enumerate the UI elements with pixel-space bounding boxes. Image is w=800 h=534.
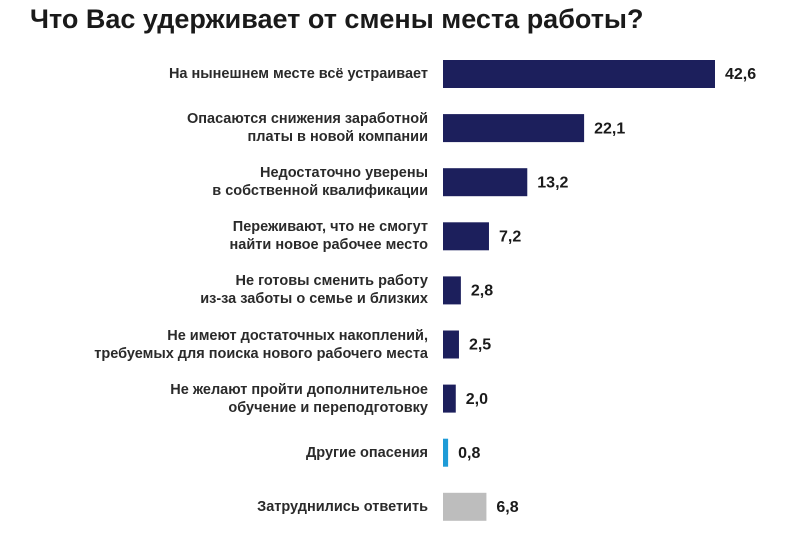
value-label: 2,8 [471,283,493,300]
bar [443,168,528,197]
bar [443,60,715,88]
value-label: 0,8 [458,445,480,462]
category-label: Другие опасения [305,444,428,461]
category-label: Затруднились ответить [257,498,428,515]
bar [443,276,461,305]
category-label: Не желают пройти дополнительное обучение… [170,381,428,416]
bar [443,114,585,143]
bar [443,384,456,413]
value-label: 22,1 [594,120,625,137]
category-label: Недостаточно уверены в собственной квали… [212,165,428,200]
category-label: Опасаются снижения заработной платы в но… [186,111,428,146]
chart-title: Что Вас удерживает от смены места работы… [30,4,644,34]
category-label: Переживают, что не смогут найти новое ра… [229,219,428,254]
category-label: Не готовы сменить работу из-за заботы о … [200,273,428,308]
bar [443,492,487,521]
category-label: На нынешнем месте всё устраивает [168,66,428,82]
value-label: 42,6 [725,66,756,83]
bar [443,330,459,359]
category-label: Не имеют достаточных накоплений, требуем… [94,327,428,362]
value-label: 13,2 [537,174,568,191]
value-label: 6,8 [496,499,518,516]
value-label: 7,2 [499,229,521,246]
bar [443,222,489,251]
value-label: 2,0 [466,391,488,408]
value-label: 2,5 [469,337,491,354]
bar [443,438,449,467]
